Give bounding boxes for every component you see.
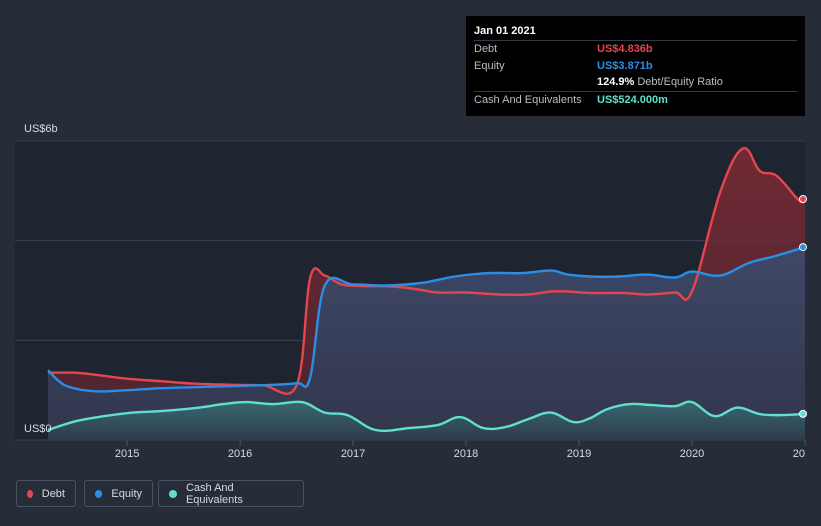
cash-legend-dot-icon xyxy=(169,489,177,498)
cash-end-marker xyxy=(799,409,807,418)
x-tick-label-0: 2015 xyxy=(115,448,139,460)
equity-end-marker xyxy=(799,243,807,252)
tooltip-row-cash: Cash And Equivalents US$524.000m xyxy=(474,90,797,109)
tooltip-ratio-spacer xyxy=(474,74,597,91)
tooltip-debt-value: US$4.836b xyxy=(597,43,653,55)
legend-item-debt[interactable]: Debt xyxy=(16,480,76,507)
x-tick-label-1: 2016 xyxy=(228,448,252,460)
legend-cash-label: Cash And Equivalents xyxy=(185,481,243,506)
series-lines xyxy=(47,146,806,433)
y-axis-bottom-label: US$0 xyxy=(24,423,52,435)
tooltip-debt-label: Debt xyxy=(474,43,498,55)
tooltip-ratio-label: Debt/Equity Ratio xyxy=(637,76,723,88)
tooltip-row-debt: Debt US$4.836b xyxy=(474,40,797,58)
tooltip-cash-value: US$524.000m xyxy=(597,93,668,106)
legend-item-cash[interactable]: Cash And Equivalents xyxy=(158,480,304,507)
y-axis-top-label: US$6b xyxy=(24,123,58,135)
cash-area xyxy=(48,401,805,440)
legend-item-equity[interactable]: Equity xyxy=(84,480,153,507)
series-areas xyxy=(48,148,805,440)
x-tick-label-2: 2017 xyxy=(341,448,365,460)
tooltip-date: Jan 01 2021 xyxy=(474,25,536,37)
tooltip-row-ratio: 124.9% Debt/Equity Ratio xyxy=(474,74,797,91)
series-end-markers xyxy=(799,195,807,418)
x-axis-ticks: 2015 2016 2017 2018 2019 2020 20 xyxy=(115,440,806,460)
tooltip-panel: Jan 01 2021 Debt US$4.836b Equity US$3.8… xyxy=(466,16,805,116)
legend-equity-label: Equity xyxy=(111,487,142,500)
x-tick-label-6: 20 xyxy=(793,448,805,460)
tooltip-ratio-value: 124.9% xyxy=(597,76,635,88)
x-tick-label-5: 2020 xyxy=(680,448,704,460)
tooltip-row-equity: Equity US$3.871b xyxy=(474,58,797,75)
x-tick-label-4: 2019 xyxy=(567,448,591,460)
equity-area xyxy=(48,247,805,440)
debt-end-marker xyxy=(799,195,807,204)
equity-line xyxy=(47,245,806,393)
equity-legend-dot-icon xyxy=(95,489,103,498)
tooltip-equity-value: US$3.871b xyxy=(597,59,653,72)
tooltip-cash-label: Cash And Equivalents xyxy=(474,93,582,106)
x-tick-label-3: 2018 xyxy=(454,448,478,460)
tooltip-equity-label: Equity xyxy=(474,59,505,72)
debt-line xyxy=(47,146,806,395)
debt-legend-dot-icon xyxy=(27,489,33,498)
cash-line xyxy=(47,400,806,433)
legend-debt-label: Debt xyxy=(41,487,65,500)
